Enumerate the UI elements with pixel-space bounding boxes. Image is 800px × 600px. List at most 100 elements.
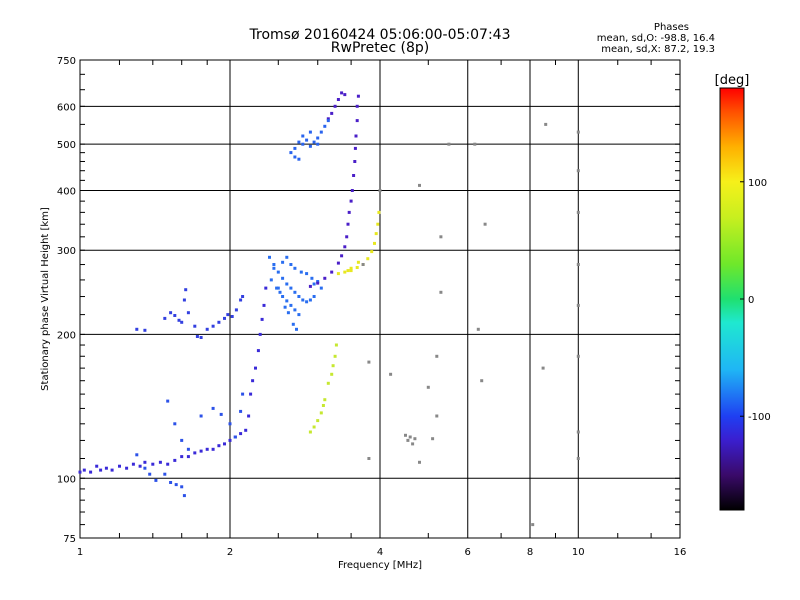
x-tick-label: 2 [227, 547, 233, 558]
series-8 [361, 122, 580, 527]
data-point [138, 464, 142, 468]
data-point [301, 142, 305, 146]
series-2 [135, 288, 245, 339]
data-point [343, 245, 347, 249]
data-point [413, 437, 417, 441]
data-point [418, 183, 421, 187]
data-point [89, 470, 93, 474]
data-point [297, 157, 301, 161]
data-point [234, 308, 238, 312]
data-point [404, 433, 407, 437]
x-axis-label: Frequency [MHz] [338, 560, 422, 571]
data-point [349, 266, 353, 270]
data-point [264, 286, 268, 290]
data-point [281, 276, 285, 280]
data-point [143, 460, 147, 464]
data-point [199, 336, 203, 339]
data-point [439, 290, 443, 294]
data-point [239, 298, 243, 302]
data-point [219, 412, 223, 416]
data-point [289, 151, 293, 155]
data-point [131, 462, 135, 466]
data-point [239, 432, 243, 436]
data-point [299, 270, 303, 274]
data-point [370, 250, 374, 254]
data-point [326, 381, 330, 385]
data-point [118, 464, 121, 468]
data-point [104, 466, 108, 470]
data-point [312, 295, 316, 298]
data-point [312, 425, 316, 429]
data-point [293, 155, 297, 159]
data-point [258, 332, 262, 336]
data-point [166, 462, 170, 466]
data-point [297, 313, 301, 317]
data-point [180, 455, 184, 459]
data-point [576, 430, 580, 434]
data-point [163, 472, 167, 476]
data-point [576, 130, 580, 134]
data-point [247, 414, 251, 418]
series-3 [268, 255, 323, 331]
chart-subtitle: RwPretec (8p) [330, 40, 430, 56]
colorbar-tick-label: -100 [748, 412, 771, 423]
data-point [473, 142, 477, 146]
data-point [349, 269, 353, 273]
data-point [285, 299, 289, 303]
data-point [228, 422, 232, 426]
data-point [576, 169, 580, 173]
data-point [205, 447, 209, 451]
data-point [345, 235, 349, 239]
phase-stats-heading: Phases [653, 22, 689, 33]
data-point [326, 119, 330, 123]
data-point [281, 295, 285, 298]
data-point [354, 134, 358, 138]
data-point [373, 241, 376, 245]
data-point [211, 406, 215, 410]
data-point [241, 392, 245, 396]
data-point [239, 409, 243, 413]
data-point [333, 104, 337, 108]
y-tick-label: 200 [57, 330, 76, 341]
data-point [353, 146, 357, 150]
data-point [278, 290, 282, 294]
data-point [367, 360, 371, 364]
data-point [319, 411, 323, 415]
data-point [262, 303, 266, 307]
data-point [182, 494, 186, 498]
data-point [312, 140, 316, 144]
data-point [323, 398, 327, 402]
data-point [321, 404, 325, 407]
data-point [249, 392, 253, 396]
data-point [346, 269, 350, 273]
phase-stats-o: mean, sd,O: -98.8, 16.4 [596, 33, 715, 44]
data-point [408, 435, 412, 439]
data-point [269, 278, 273, 282]
data-point [148, 472, 152, 476]
data-point [293, 308, 297, 312]
data-point [406, 438, 410, 442]
data-point [180, 485, 184, 489]
data-point [343, 270, 347, 274]
y-axis-label: Stationary phase Virtual Height [km] [40, 207, 51, 391]
data-point [135, 453, 139, 457]
data-point [295, 327, 298, 331]
data-point [143, 466, 147, 470]
data-point [293, 290, 297, 294]
series-7 [308, 343, 338, 434]
data-point [272, 263, 276, 266]
data-point [193, 451, 197, 455]
data-point [340, 91, 344, 95]
chart-title: Tromsø 20160424 05:06:00-05:07:43 [249, 27, 511, 43]
data-point [541, 366, 545, 370]
data-point [173, 458, 177, 462]
data-point [285, 282, 289, 286]
data-point [289, 263, 293, 266]
data-point [576, 354, 580, 358]
data-point [336, 261, 340, 265]
data-point [480, 379, 484, 383]
data-point [283, 305, 287, 309]
data-point [230, 315, 234, 318]
